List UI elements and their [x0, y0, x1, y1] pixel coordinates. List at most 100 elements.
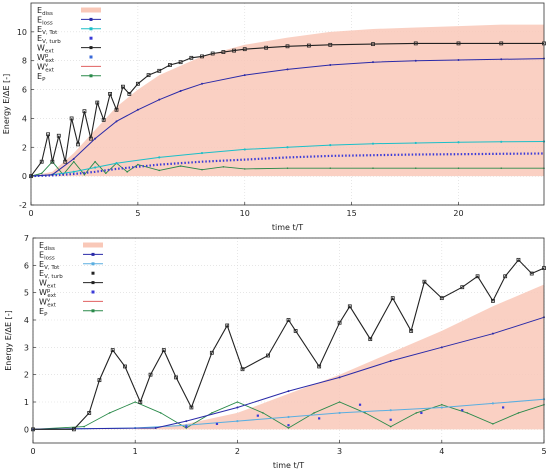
series-e-loss-point [287, 390, 290, 393]
series-e-p-point [372, 167, 374, 170]
series-w-ext-p-point [215, 422, 219, 425]
series-w-ext-point [209, 350, 214, 355]
series-e-diss [31, 24, 544, 177]
legend-label: Ediss [39, 241, 55, 252]
series-w-ext-point [439, 296, 444, 301]
series-e-p-point [126, 171, 128, 173]
series-e-v-tot-point [491, 402, 494, 405]
series-w-ext-point [146, 73, 151, 78]
y-tick-label: 6 [22, 86, 27, 95]
series-w-ext-point [127, 92, 132, 96]
series-e-loss-point [243, 74, 246, 77]
series-e-p-point [313, 412, 315, 414]
legend-label: EV, Tot [39, 260, 60, 271]
series-w-ext-point [456, 41, 461, 46]
series-w-ext-point [123, 364, 127, 369]
legend-swatch [81, 7, 101, 13]
series-e-loss-point [201, 82, 203, 85]
series-w-ext-p-point [318, 417, 321, 420]
series-w-ext-point [135, 81, 140, 86]
x-axis-label: time t/T [272, 223, 303, 232]
series-e-v-tot-point [500, 140, 503, 143]
series-w-ext-point [490, 298, 495, 303]
series-e-p-point [158, 169, 161, 172]
series-w-ext-point [69, 116, 74, 121]
y-tick-label: 1 [24, 398, 29, 407]
series-e-loss-point [286, 68, 289, 71]
series-e-v-turb [30, 152, 545, 178]
series-w-ext-p-point [287, 424, 290, 427]
series-w-ext-p-point [420, 411, 423, 415]
series-e-p-point [286, 167, 289, 170]
y-tick-label: 2 [22, 143, 27, 152]
series-w-ext-point [138, 400, 143, 404]
series-e-loss [32, 316, 545, 430]
series-e-p-point [201, 168, 203, 171]
x-axis-label: time t/T [273, 461, 304, 470]
series-w-ext-point [409, 329, 414, 333]
series-e-loss-point [440, 346, 443, 349]
series-w-ext-point [221, 50, 226, 54]
x-tick-label: 0 [30, 447, 35, 456]
series-w-ext [30, 42, 544, 177]
series-w-ext-point [50, 159, 55, 164]
series-e-loss-point [136, 108, 139, 111]
series-e-v-tot-point [371, 142, 375, 145]
axes-frame [30, 2, 545, 206]
series-w-ext-point [97, 378, 102, 383]
series-w-ext-point [225, 323, 230, 328]
series-e-v-tot-point [287, 415, 290, 419]
series-w-ext-point [110, 348, 115, 352]
series-e-p-point [517, 412, 520, 414]
legend-label: EP [39, 307, 48, 318]
series-w-ext-point [76, 142, 80, 147]
y-tick-label: 7 [24, 234, 29, 243]
series-e-p-point [134, 401, 136, 403]
legend-label: EV, Tot [37, 25, 58, 36]
series-w-ext-point [82, 109, 87, 114]
series-w-ext-point [148, 372, 153, 377]
series-e-loss-point [179, 90, 182, 93]
x-tick-label: 2 [235, 447, 240, 456]
legend-label: Ediss [37, 6, 53, 17]
legend-marker [89, 74, 93, 78]
legend-label: Wv ext [39, 297, 57, 308]
series-w-ext-point [240, 367, 245, 372]
series-w-ext-point [242, 47, 247, 52]
series-e-loss-point [94, 137, 97, 140]
legend-marker [89, 36, 93, 40]
series-e-loss-point [338, 376, 341, 379]
series-e-v-tot-point [243, 148, 246, 151]
series-e-loss-point [51, 173, 54, 176]
series-e-v-tot-point [414, 141, 417, 145]
series-w-ext-point [88, 136, 93, 141]
series-w-ext-p-point [389, 418, 392, 421]
series-e-p-point [137, 163, 139, 166]
x-tick-label: 10 [240, 209, 250, 218]
series-w-ext-point [108, 92, 112, 96]
series-e-p-point [492, 423, 494, 425]
series-e-p-point [441, 403, 443, 406]
series-w-ext-point [475, 274, 480, 279]
series-e-p-point [108, 412, 111, 414]
legend-label: Wext [39, 279, 56, 290]
series-e-loss-point [372, 61, 374, 64]
y-tick-label: 10 [17, 28, 27, 37]
legend-label: Wv ext [37, 62, 55, 73]
series-e-v-tot-point [72, 170, 75, 173]
series-w-ext-point [189, 405, 194, 410]
series-e-v-tot-point [440, 406, 443, 409]
legend-label: Wp ext [39, 288, 57, 299]
series-w-ext-point [460, 285, 465, 290]
y-tick-label: 4 [22, 114, 27, 123]
series-e-p-point [287, 427, 290, 429]
series-e-loss-point [236, 406, 239, 409]
x-tick-label: 5 [541, 447, 546, 456]
series-e-p-point [83, 173, 86, 176]
x-tick-label: 15 [347, 209, 357, 218]
x-tick-label: 3 [337, 447, 342, 456]
series-e-v-tot-point [286, 146, 289, 149]
